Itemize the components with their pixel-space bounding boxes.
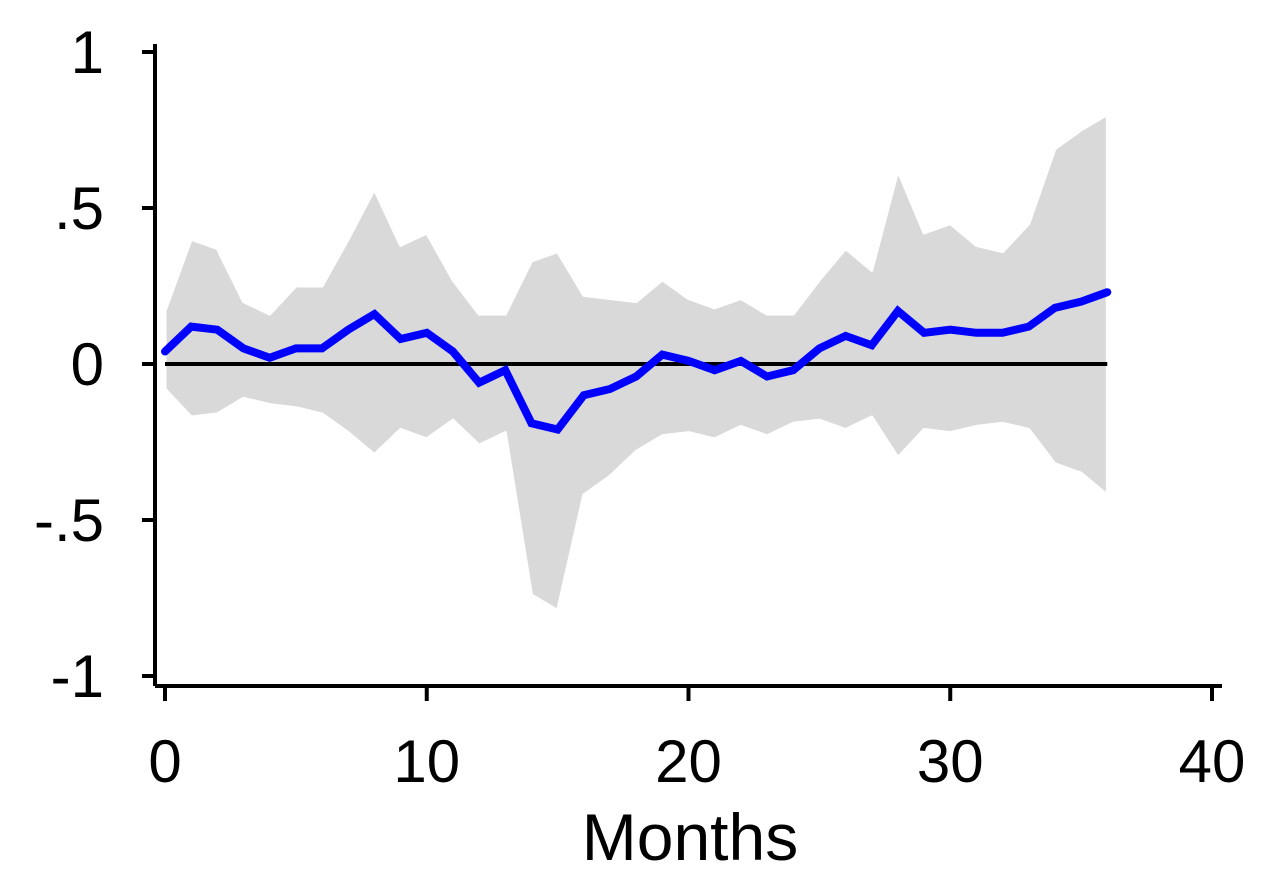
series-line-0 (161, 288, 1112, 434)
x-axis-title: Months (582, 800, 798, 874)
y-tick-label: .5 (54, 175, 104, 242)
x-tick-label: 40 (1179, 728, 1246, 795)
y-tick-label: -.5 (34, 487, 104, 554)
x-tick-label: 10 (393, 728, 460, 795)
x-tick-label: 20 (655, 728, 722, 795)
series-line-layer (161, 288, 1112, 434)
x-tick-label: 0 (148, 728, 181, 795)
y-ticks: 1 .5 0 -.5 -1 (34, 19, 155, 710)
y-tick-label: -1 (51, 643, 104, 710)
x-ticks: 0 10 20 30 40 (148, 686, 1245, 795)
x-tick-label: 30 (917, 728, 984, 795)
y-tick-label: 1 (71, 19, 104, 86)
y-tick-label: 0 (71, 331, 104, 398)
